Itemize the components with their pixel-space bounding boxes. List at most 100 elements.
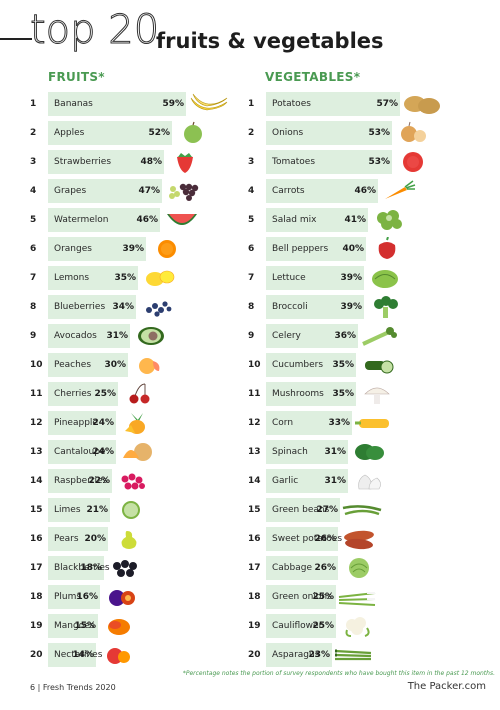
rank-number: 10 [30,360,43,370]
vegetable-row: 9 Celery 36% [248,324,478,348]
vegetable-row: 17 Cabbage 26% [248,556,478,580]
item-label: Bananas [54,99,93,109]
vegetable-row: 20 Asparagus 23% [248,643,478,667]
vegetable-row: 3 Tomatoes 53% [248,150,478,174]
bar [48,237,146,261]
percent-label: 15% [74,621,96,631]
bar [266,92,400,116]
fruit-row: 14 Raspberries 22% [30,469,260,493]
percent-label: 35% [332,389,354,399]
bar [266,266,364,290]
rank-number: 4 [30,186,37,196]
sweet-potato-icon [339,527,381,551]
bar [48,92,186,116]
rank-number: 15 [30,505,43,515]
fruit-row: 15 Limes 21% [30,498,260,522]
mango-icon [99,614,141,638]
rank-number: 13 [30,447,43,457]
bar [48,295,136,319]
fruit-row: 5 Watermelon 46% [30,208,260,232]
bar [48,585,100,609]
lime-icon [111,498,153,522]
bell-pepper-icon [367,236,409,261]
bar [48,121,172,145]
item-label: Cauliflower [272,621,323,631]
potato-icon [401,92,443,116]
vegetable-row: 4 Carrots 46% [248,179,478,203]
strawberry-icon [165,150,207,174]
percent-label: 18% [80,563,102,573]
item-label: Tomatoes [272,157,316,167]
fruit-row: 3 Strawberries 48% [30,150,260,174]
vegetable-row: 13 Spinach 31% [248,440,478,464]
percent-label: 20% [84,534,106,544]
vegetable-row: 1 Potatoes 57% [248,92,478,116]
rank-number: 20 [30,650,43,660]
vegetable-row: 15 Green beans 27% [248,498,478,522]
title-number: top 20 [29,7,160,53]
rank-number: 5 [248,215,255,225]
percent-label: 30% [104,360,126,370]
bar [48,208,160,232]
vegetable-row: 11 Mushrooms 35% [248,382,478,406]
plum-icon [101,585,143,609]
bar [48,382,118,406]
green-onion-icon [337,585,379,609]
rank-number: 9 [248,331,255,341]
bar [48,643,96,667]
title-rule [0,38,32,40]
percent-label: 36% [334,331,356,341]
corn-icon [353,411,395,435]
bar [266,237,366,261]
item-label: Cucumbers [272,360,324,370]
vegetable-row: 6 Bell peppers 40% [248,236,478,261]
bar [48,411,116,435]
rank-number: 15 [248,505,261,515]
percent-label: 22% [88,476,110,486]
rank-number: 2 [30,128,37,138]
item-label: Bell peppers [272,244,329,254]
item-label: Spinach [272,447,308,457]
item-label: Avocados [54,331,97,341]
bar [266,353,356,377]
carrot-icon [379,179,421,203]
percent-label: 31% [324,447,346,457]
fruit-row: 12 Pineapple 24% [30,411,260,435]
cherries-icon [119,382,161,406]
rank-number: 2 [248,128,255,138]
rank-number: 11 [30,389,43,399]
lemon-icon [139,266,181,290]
vegetable-row: 2 Onions 53% [248,121,478,145]
fruit-row: 8 Blueberries 34% [30,295,260,319]
bar [48,150,164,174]
rank-number: 17 [30,563,43,573]
percent-label: 40% [342,244,364,254]
vegetable-row: 19 Cauliflower 25% [248,614,478,638]
percent-label: 47% [138,186,160,196]
percent-label: 27% [316,505,338,515]
item-label: Lemons [54,273,90,283]
item-label: Plums [54,592,82,602]
vegetable-row: 14 Garlic 31% [248,469,478,493]
item-label: Green beans [272,505,330,515]
asparagus-icon [333,643,375,667]
percent-label: 59% [162,99,184,109]
percent-label: 26% [314,534,336,544]
cauliflower-icon [337,614,379,638]
item-label: Green onions [272,592,332,602]
footnote: *Percentage notes the portion of survey … [182,670,495,677]
fruit-row: 11 Cherries 25% [30,382,260,406]
bar [48,527,108,551]
footer-site: The Packer.com [407,681,486,692]
percent-label: 39% [340,302,362,312]
percent-label: 41% [344,215,366,225]
bar [48,266,138,290]
rank-number: 19 [248,621,261,631]
item-label: Mushrooms [272,389,324,399]
percent-label: 25% [94,389,116,399]
percent-label: 46% [136,215,158,225]
percent-label: 26% [314,563,336,573]
item-label: Blackberries [54,563,110,573]
percent-label: 25% [312,621,334,631]
